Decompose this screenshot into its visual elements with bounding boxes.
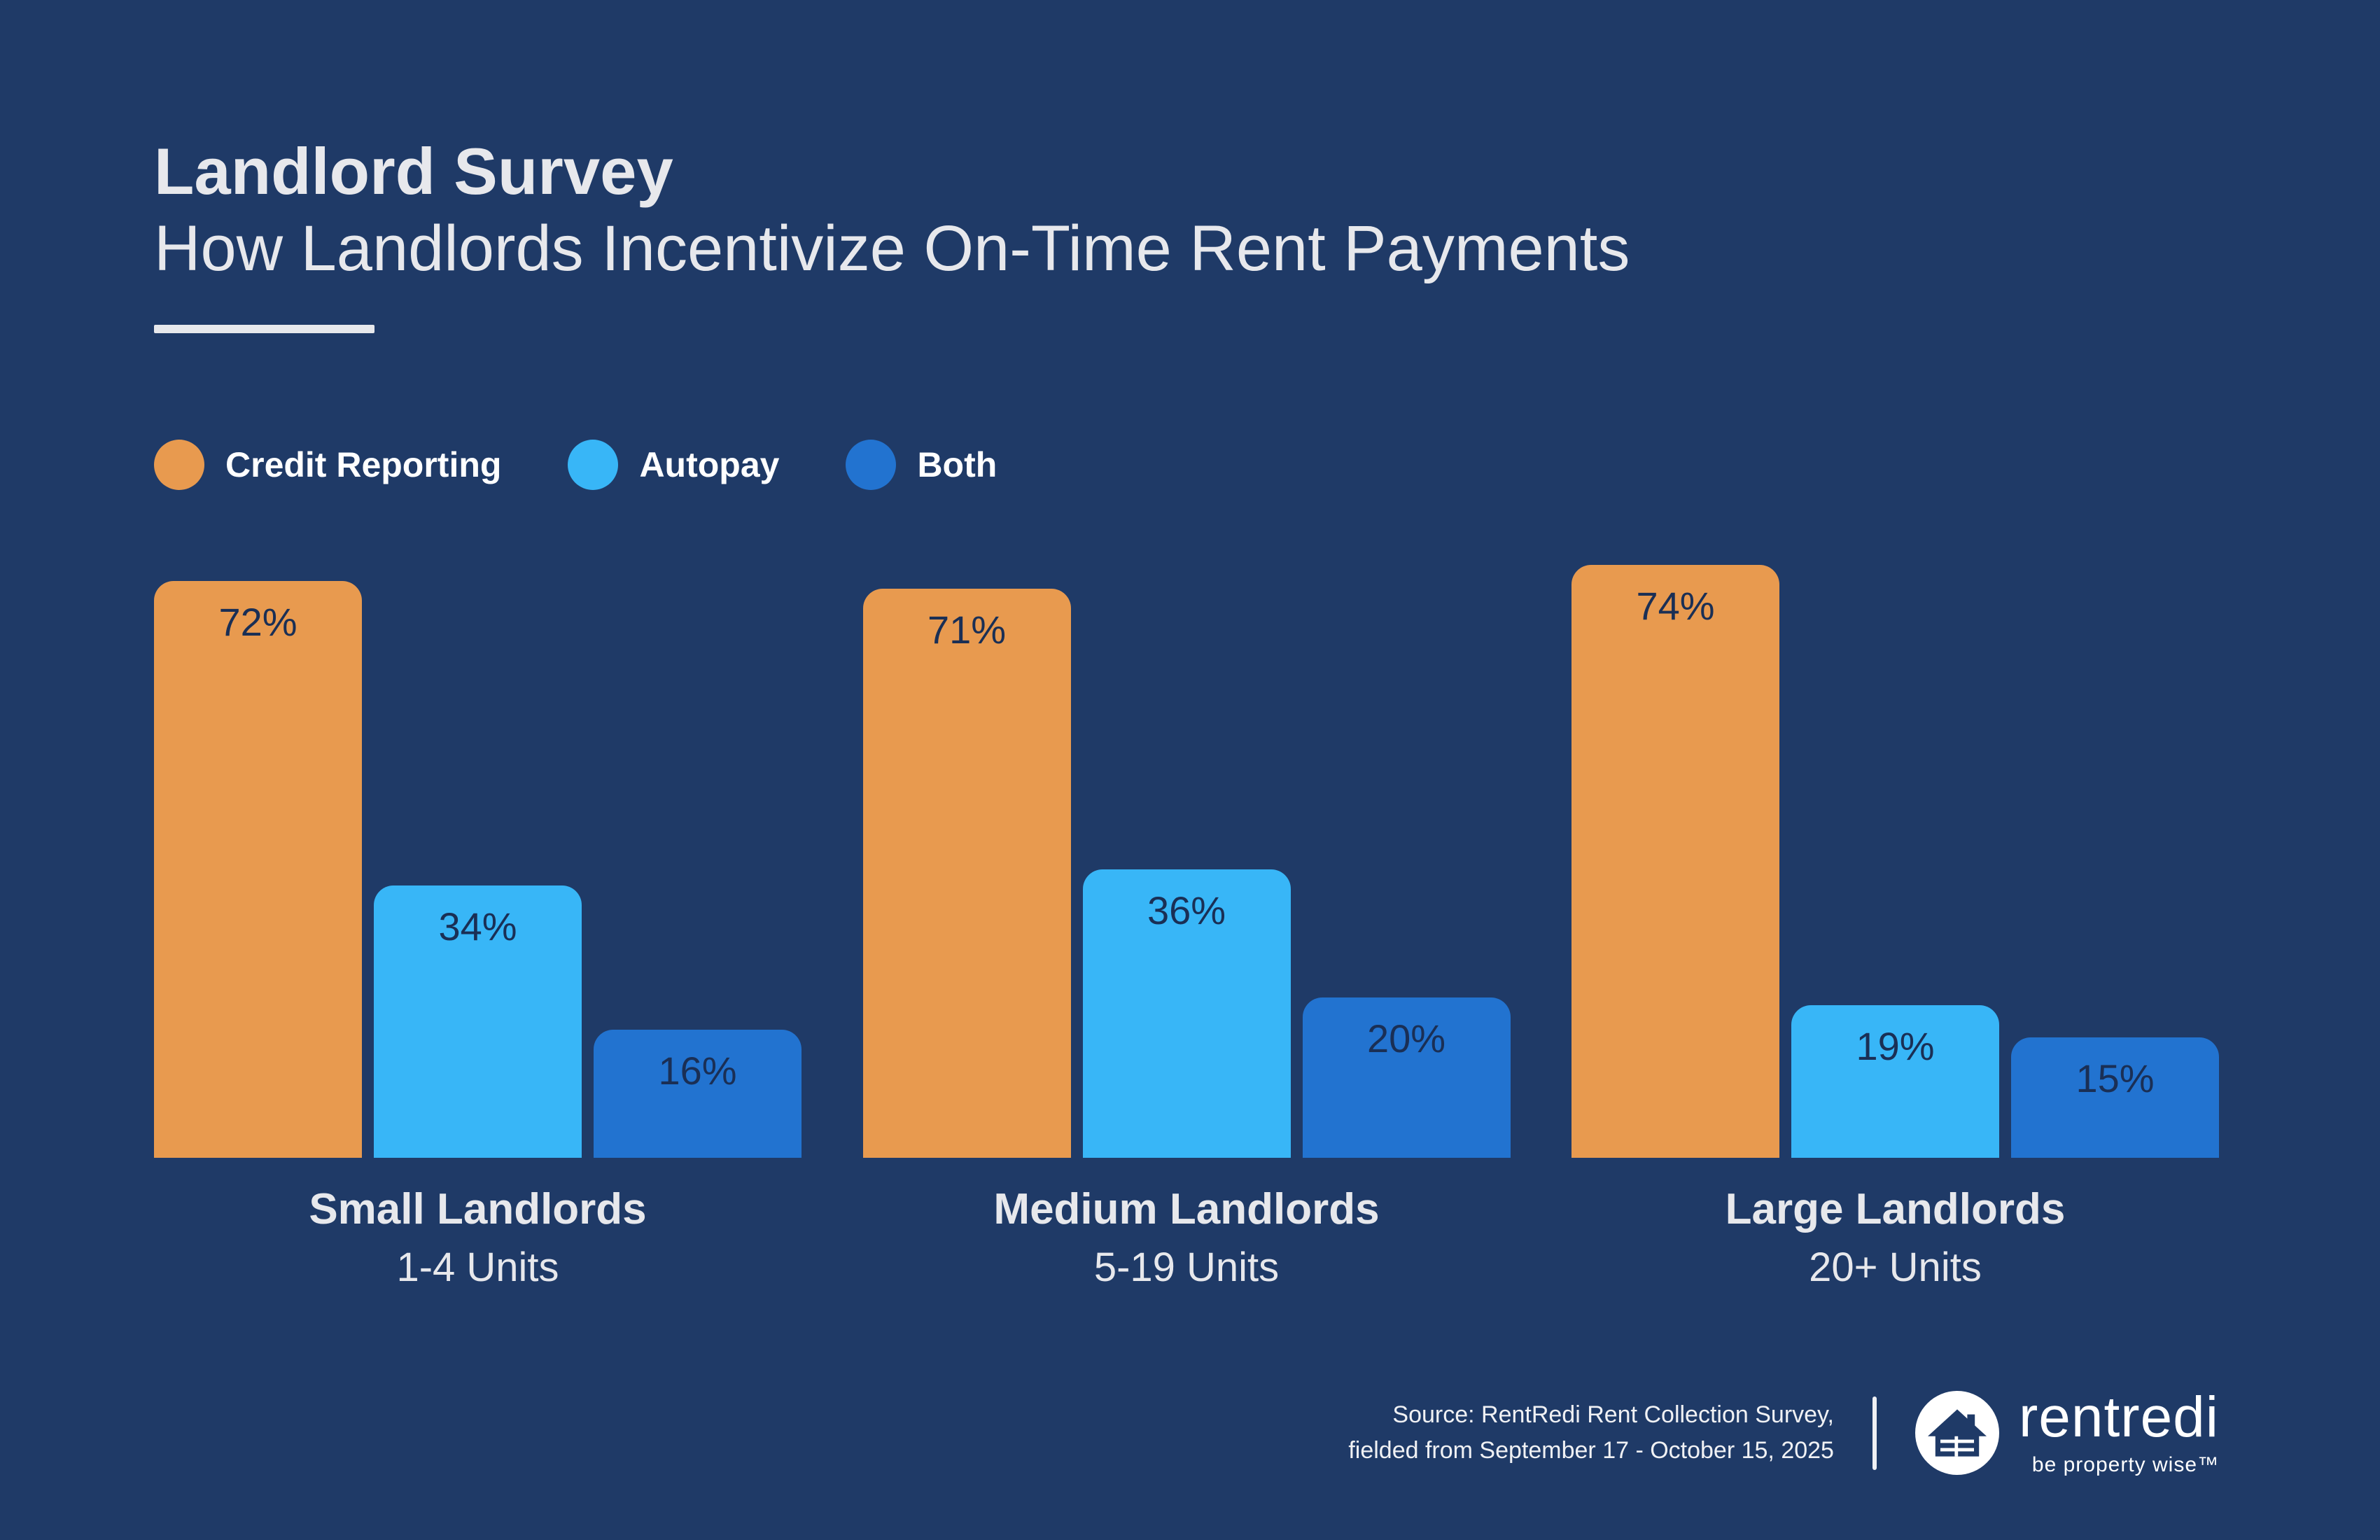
- bar-value-label: 34%: [438, 904, 517, 948]
- bar-group-medium-landlords: 71% 36% 20%: [862, 356, 1511, 1158]
- chart-legend: Credit Reporting Autopay Both: [154, 440, 997, 490]
- category-sublabel: 1-4 Units: [396, 1245, 559, 1291]
- legend-label: Credit Reporting: [225, 445, 502, 484]
- category-name: Small Landlords: [309, 1185, 647, 1233]
- category-small-landlords: Small Landlords 1-4 Units: [154, 1184, 802, 1294]
- legend-label: Both: [917, 445, 997, 484]
- legend-dot-autopay-icon: [568, 440, 619, 490]
- source-attribution: Source: RentRedi Rent Collection Survey,…: [1348, 1397, 1834, 1469]
- category-sublabel: 20+ Units: [1809, 1245, 1982, 1291]
- bar-value-label: 71%: [927, 608, 1007, 652]
- page-title: Landlord Survey: [154, 134, 673, 208]
- bar-group-small-landlords: 72% 34% 16%: [154, 356, 802, 1158]
- category-medium-landlords: Medium Landlords 5-19 Units: [863, 1184, 1511, 1294]
- bar-value-label: 20%: [1366, 1016, 1446, 1060]
- bar-autopay: 34%: [374, 885, 582, 1158]
- bar-both: 20%: [1302, 997, 1511, 1158]
- legend-label: Autopay: [639, 445, 780, 484]
- brand-lockup: rentredi be property wise™: [1914, 1389, 2219, 1477]
- source-line-1: Source: RentRedi Rent Collection Survey,: [1392, 1401, 1834, 1428]
- bar-autopay: 36%: [1082, 869, 1291, 1158]
- category-large-landlords: Large Landlords 20+ Units: [1572, 1184, 2219, 1294]
- bar-credit-reporting: 74%: [1572, 564, 1779, 1158]
- bar-value-label: 74%: [1636, 583, 1715, 628]
- bar-value-label: 36%: [1147, 888, 1226, 932]
- legend-dot-both-icon: [846, 440, 897, 490]
- bar-autopay: 19%: [1791, 1005, 1999, 1158]
- category-sublabel: 5-19 Units: [1093, 1245, 1280, 1291]
- rentredi-logo-icon: [1914, 1391, 1999, 1475]
- brand-name: rentredi: [2018, 1385, 2219, 1449]
- category-name: Medium Landlords: [993, 1185, 1380, 1233]
- bar-both: 15%: [2011, 1037, 2219, 1158]
- bar-credit-reporting: 71%: [862, 589, 1071, 1158]
- brand-tagline: be property wise™: [2031, 1453, 2219, 1476]
- title-underline-rule: [154, 325, 374, 334]
- category-name: Large Landlords: [1725, 1185, 2066, 1233]
- footer: Source: RentRedi Rent Collection Survey,…: [1348, 1389, 2219, 1477]
- bar-group-large-landlords: 74% 19% 15%: [1572, 356, 2219, 1158]
- category-axis: Small Landlords 1-4 Units Medium Landlor…: [154, 1184, 2219, 1294]
- bar-value-label: 19%: [1856, 1024, 1935, 1069]
- legend-item-both: Both: [846, 440, 997, 490]
- legend-item-autopay: Autopay: [568, 440, 779, 490]
- bar-value-label: 15%: [2076, 1056, 2155, 1101]
- plot-area: 72% 34% 16% 71% 36% 20% 74% 19% 15%: [154, 356, 2219, 1158]
- bar-value-label: 72%: [218, 599, 298, 644]
- bar-value-label: 16%: [658, 1048, 737, 1093]
- bar-credit-reporting: 72%: [154, 580, 362, 1158]
- legend-item-credit-reporting: Credit Reporting: [154, 440, 501, 490]
- footer-divider: [1872, 1396, 1877, 1470]
- bar-both: 16%: [594, 1029, 802, 1158]
- source-line-2: fielded from September 17 - October 15, …: [1348, 1437, 1834, 1464]
- legend-dot-credit-reporting-icon: [154, 440, 204, 490]
- page-subtitle: How Landlords Incentivize On-Time Rent P…: [154, 212, 1630, 284]
- header: Landlord Survey How Landlords Incentiviz…: [154, 133, 1630, 334]
- brand-text: rentredi be property wise™: [2019, 1389, 2219, 1477]
